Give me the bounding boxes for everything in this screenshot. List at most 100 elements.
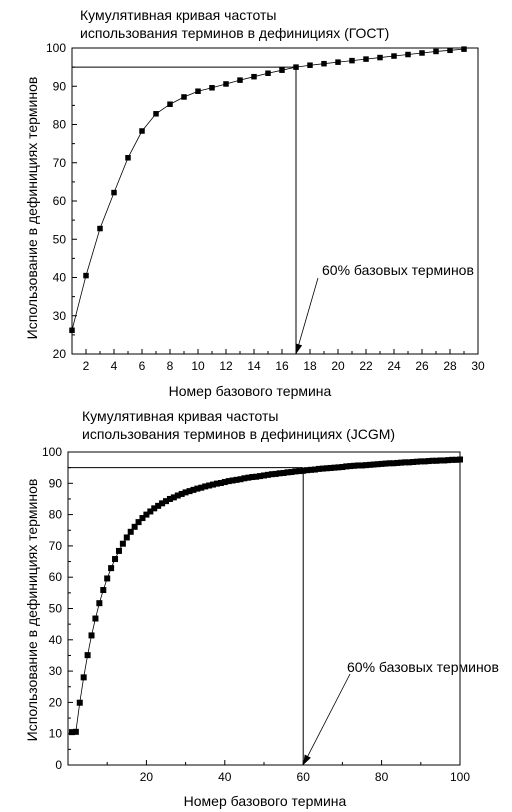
chart2-x-tick-label: 40 [218,770,232,784]
chart2-annotation-arrow [302,673,351,766]
chart1-title-line1: Кумулятивная кривая частоты [80,7,276,23]
chart2-x-tick-label: 20 [140,770,154,784]
chart1-y-tick-label: 40 [53,271,67,285]
chart2-data-point [445,457,452,464]
chart2-data-point [190,486,197,493]
chart1-x-tick-label: 18 [303,359,317,373]
chart1-plot-frame [71,47,479,355]
chart1-data-point [251,73,257,80]
chart2-data-point [308,466,315,473]
chart2-data-point [261,472,267,479]
chart1-x-tick-label: 28 [443,359,457,373]
chart2-data-point [119,540,126,547]
chart1-x-tick-label: 14 [247,359,261,373]
chart2-data-point [131,523,138,530]
chart2-data-point [178,490,185,497]
chart2-data-point [292,468,299,475]
chart2-data-point [213,480,220,487]
chart-jcgm: Кумулятивная кривая частоты использовани… [24,408,499,809]
chart2-data-point [100,587,107,594]
chart2-data-point [347,463,354,470]
chart2-data-point [417,458,424,465]
chart2-data-point [296,468,303,475]
chart2-series-line [71,459,461,733]
chart2-data-point [433,457,440,464]
chart2-data-point [163,498,169,505]
chart2-data-point [68,729,75,736]
chart1-data-point [461,46,467,52]
chart2-data-point [370,461,377,468]
chart2-data-point [449,456,456,463]
chart2-data-point [80,674,87,681]
chart1-data-point [405,51,411,58]
chart1-data-point [125,155,131,161]
chart2-data-point [249,474,256,481]
chart1-x-axis-label: Номер базового термина [169,383,332,399]
chart2-data-point [253,473,260,480]
chart2-data-point [127,528,134,535]
chart2-data-point [217,479,224,486]
chart1-x-tick-label: 6 [139,359,146,373]
chart2-data-point [268,471,275,478]
chart2-data-point [76,699,83,706]
chart2-data-point [406,459,413,466]
chart2-data-point [151,505,158,512]
chart2-data-point [123,534,130,541]
chart1-data-point [307,62,313,68]
chart1-data-point [97,225,103,232]
chart1-data-point [209,85,215,91]
chart1-y-tick-label: 30 [53,309,67,323]
chart2-data-point [327,464,334,471]
chart2-y-tick-label: 100 [42,445,62,459]
chart2-title-line1: Кумулятивная кривая частоты [82,408,278,424]
chart2-data-point [194,485,201,492]
chart2-data-point [457,456,463,463]
chart1-data-point [377,54,383,61]
chart1-data-point [223,81,229,87]
chart2-data-point [413,458,420,465]
chart2-data-point [272,470,279,477]
chart2-data-point [166,495,173,502]
chart1-annotation: 60% базовых терминов [322,262,474,278]
chart2-data-point [284,469,291,476]
chart1-y-tick-label: 60 [53,194,67,208]
chart2-data-point [339,464,346,471]
chart1-x-tick-label: 20 [331,359,345,373]
chart2-data-point [366,461,373,468]
chart2-data-point [170,494,177,501]
chart1-data-point [433,48,439,55]
chart2-data-point [159,500,166,507]
chart2-data-point [288,469,295,476]
chart2-data-point [108,565,115,572]
chart2-data-point [441,457,448,464]
chart2-data-point [355,462,362,469]
chart2-data-point [421,458,428,465]
chart2-data-point [233,476,240,483]
chart1-data-point [279,67,285,73]
chart2-title-line2: использования терминов в дефинициях (JCG… [82,426,395,442]
chart1-series-line [71,48,465,331]
chart1-data-point [167,101,173,107]
chart2-data-point [264,471,271,478]
chart2-data-point [237,476,244,483]
chart1-y-axis-label: Использование в дефинициях терминов [24,77,40,340]
chart2-data-point [245,474,252,481]
chart2-data-point [425,458,432,465]
chart2-data-point [398,459,405,466]
chart1-x-tick-label: 16 [275,359,289,373]
chart2-data-point [378,460,385,467]
chart2-data-point [104,575,111,582]
chart2-data-point [88,632,95,639]
chart2-data-point [202,483,209,490]
chart1-data-point [265,70,271,76]
chart1-data-point [111,189,117,196]
chart1-x-tick-label: 26 [415,359,429,373]
chart2-data-point [92,615,99,622]
chart2-data-point [198,484,205,491]
chart2-data-point [115,547,122,554]
chart2-data-point [257,473,264,480]
chart2-data-point [241,475,248,482]
chart1-y-tick-label: 50 [53,232,67,246]
chart1-title-line2: использования терминов в дефинициях (ГОС… [80,25,389,41]
chart1-data-point [237,77,243,83]
